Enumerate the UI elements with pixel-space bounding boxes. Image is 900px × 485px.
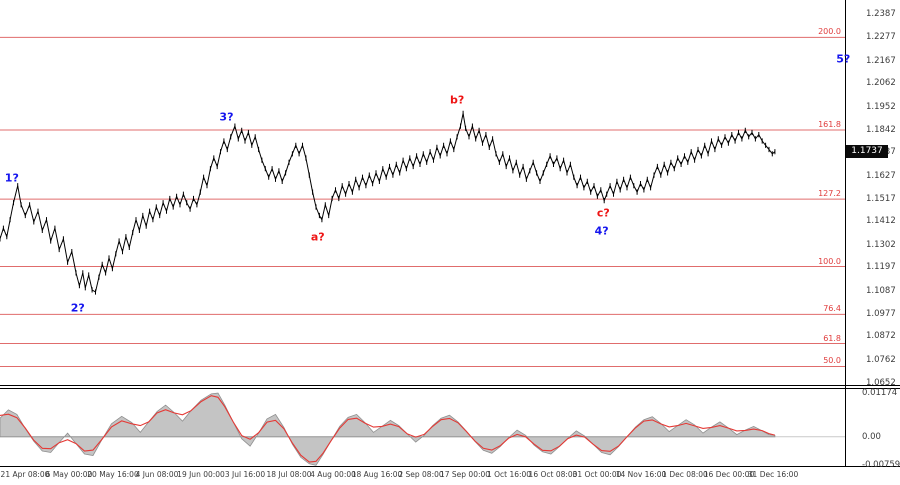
time-axis-label: 16 Oct 08:00: [528, 470, 578, 479]
time-axis-label: 6 May 00:00: [45, 470, 93, 479]
price-axis-label: 1.2277: [866, 32, 896, 43]
price-axis-label: 1.2387: [866, 9, 896, 20]
price-axis-label: 1.1412: [866, 216, 896, 227]
fib-label-127.2[interactable]: 127.2: [818, 189, 841, 199]
time-axis-label: 31 Oct 00:00: [572, 470, 622, 479]
price-axis-label: 1.0872: [866, 331, 896, 342]
indicator-axis-label: 0.00: [862, 431, 881, 442]
price-pane[interactable]: [0, 110, 776, 295]
price-axis-label: 1.0762: [866, 354, 896, 365]
fib-label-50.0[interactable]: 50.0: [823, 356, 841, 366]
indicator-axis-label: -0.00759: [862, 460, 900, 471]
time-axis-label: 14 Nov 16:00: [615, 470, 667, 479]
time-axis-label: 1 Oct 16:00: [486, 470, 532, 479]
indicator-pane[interactable]: [0, 392, 845, 466]
fib-label-61.8[interactable]: 61.8: [823, 333, 841, 343]
time-axis-label: 17 Sep 00:00: [439, 470, 491, 479]
time-axis-label: 18 Jul 08:00: [266, 470, 312, 479]
price-axis-label: 1.0977: [866, 308, 896, 319]
time-axis-label: 3 Jul 16:00: [224, 470, 266, 479]
price-axis-label: 1.0652: [866, 378, 896, 389]
time-axis-label: 31 Dec 16:00: [747, 470, 799, 479]
price-axis-label: 1.1952: [866, 101, 896, 112]
fib-label-200.0[interactable]: 200.0: [818, 27, 841, 37]
price-axis-label: 1.2167: [866, 55, 896, 66]
current-price-badge: 1.1737: [846, 145, 888, 159]
wave-label-5[interactable]: 5?: [836, 52, 851, 66]
price-series-bars: [0, 110, 776, 295]
price-axis-label: 1.1302: [866, 239, 896, 250]
time-axis-label: 20 May 16:00: [87, 470, 139, 479]
price-axis-label: 1.2062: [866, 78, 896, 89]
price-series: [0, 113, 776, 293]
pane-separators: [0, 0, 900, 467]
fib-label-100.0[interactable]: 100.0: [818, 256, 841, 266]
time-axis-label: 1 Dec 08:00: [662, 470, 708, 479]
indicator-axis-label: 0.01174: [862, 387, 898, 398]
time-axis-label: 16 Dec 00:00: [703, 470, 755, 479]
wave-label-a[interactable]: a?: [310, 230, 325, 244]
price-axis-label: 1.1087: [866, 285, 896, 296]
oscillator-signal-line: [0, 395, 776, 463]
price-axis-label: 1.1627: [866, 170, 896, 181]
fibonacci-levels[interactable]: [0, 36, 845, 367]
wave-label-b[interactable]: b?: [450, 93, 465, 107]
time-axis-label: 19 Jun 00:00: [177, 470, 225, 479]
fib-label-76.4[interactable]: 76.4: [823, 304, 841, 314]
time-axis-label: 4 Aug 00:00: [310, 470, 356, 479]
wave-label-c[interactable]: c?: [596, 206, 610, 220]
price-axis-label: 1.1842: [866, 124, 896, 135]
wave-label-4[interactable]: 4?: [594, 224, 609, 238]
wave-label-2[interactable]: 2?: [70, 301, 85, 315]
time-axis-label: 18 Aug 16:00: [351, 470, 403, 479]
time-axis-label: 4 Jun 08:00: [135, 470, 179, 479]
time-axis-label: 2 Sep 08:00: [398, 470, 444, 479]
price-axis-label: 1.1197: [866, 262, 896, 273]
wave-label-1[interactable]: 1?: [4, 171, 19, 185]
wave-label-3[interactable]: 3?: [219, 110, 234, 124]
time-axis-label: 21 Apr 08:00: [0, 470, 50, 479]
fib-label-161.8[interactable]: 161.8: [818, 119, 841, 129]
price-axis-label: 1.1517: [866, 194, 896, 205]
